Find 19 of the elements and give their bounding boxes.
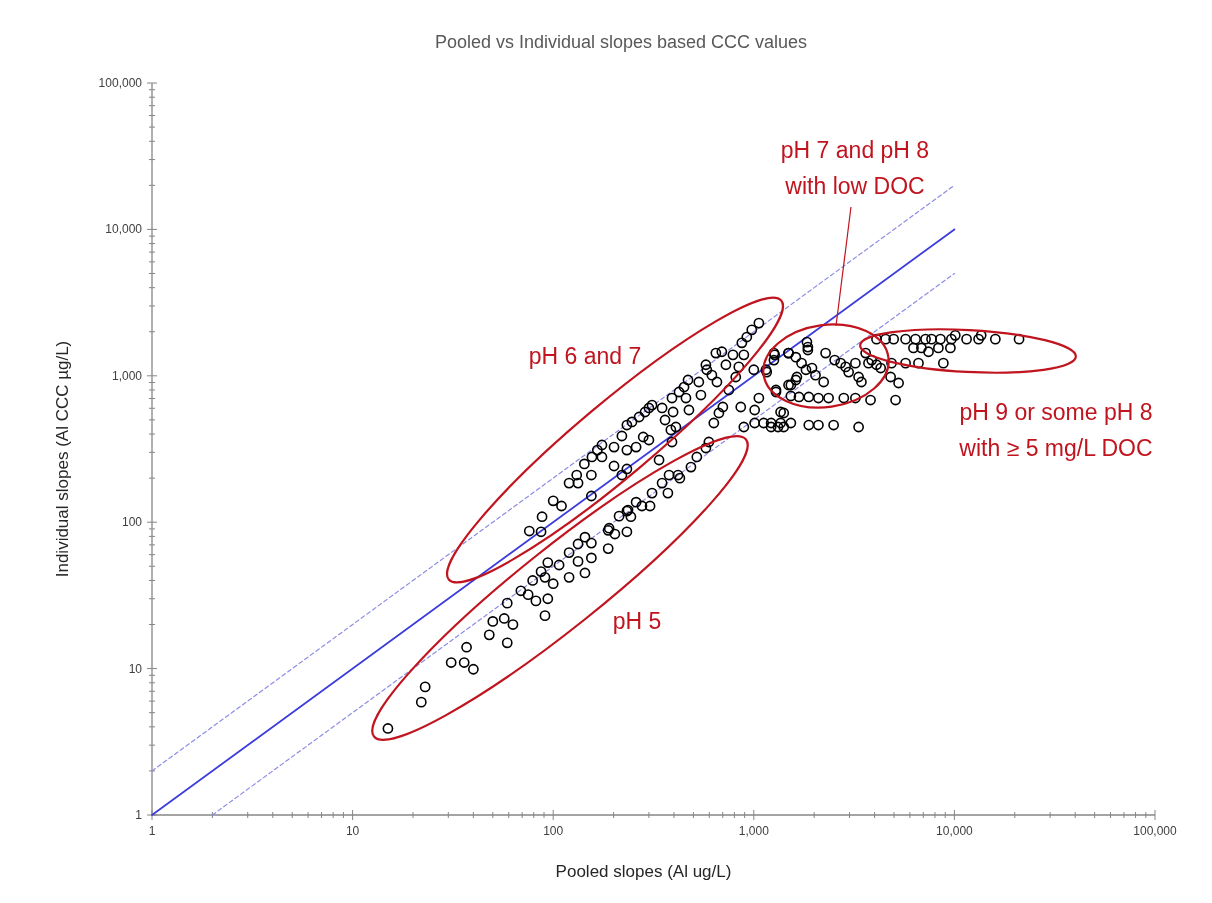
annotation: pH 6 and 7	[528, 343, 642, 369]
y-tick-label: 1	[135, 808, 143, 822]
x-tick-label: 10	[345, 824, 360, 838]
x-axis-title: Pooled slopes (Al ug/L)	[555, 862, 732, 881]
y-tick-label: 1,000	[111, 368, 143, 383]
x-tick-label: 100	[543, 824, 564, 838]
x-tick-label: 10,000	[936, 824, 974, 838]
annotation: pH 5	[612, 608, 662, 634]
y-tick-label: 10	[128, 661, 143, 676]
y-tick-label: 100	[121, 515, 143, 530]
x-tick-label: 1,000	[738, 824, 770, 838]
annotation: pH 9 or some pH 8 with ≥ 5 mg/L DOC	[958, 399, 1153, 461]
y-tick-label: 10,000	[105, 222, 143, 237]
y-tick-label: 100,000	[98, 76, 143, 90]
x-tick-label: 100,000	[1133, 824, 1178, 838]
x-tick-label: 1	[148, 824, 156, 838]
chart-title: Pooled vs Individual slopes based CCC values	[434, 32, 808, 52]
annotation: pH 7 and pH 8 with low DOC	[780, 137, 930, 199]
y-axis-title: Individual slopes (Al CCC µg/L)	[53, 340, 72, 578]
